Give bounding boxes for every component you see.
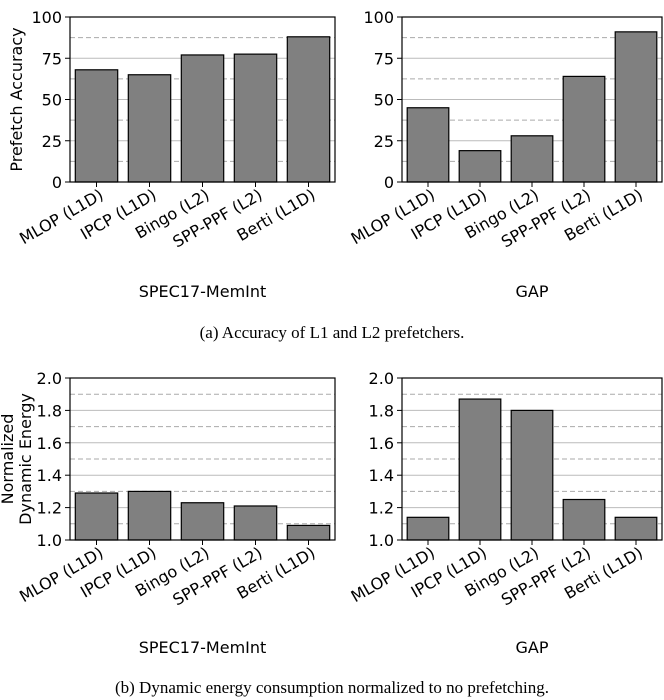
y-tick-label: 1.4 xyxy=(37,466,62,485)
y-tick-label: 50 xyxy=(374,91,394,110)
bar xyxy=(562,75,606,183)
bar xyxy=(180,54,225,183)
bar xyxy=(458,398,502,541)
y-tick-label: 1.2 xyxy=(369,499,394,518)
plot-frame xyxy=(401,377,663,541)
y-tick-label: 1.0 xyxy=(37,531,62,550)
y-tick-label: 1.6 xyxy=(37,434,62,453)
caption: (b) Dynamic energy consumption normalize… xyxy=(115,678,549,697)
bar xyxy=(233,53,278,183)
bar xyxy=(458,150,502,183)
bar xyxy=(233,505,278,541)
y-tick-label: 1.2 xyxy=(37,499,62,518)
bar xyxy=(74,69,119,183)
y-tick-label: 25 xyxy=(42,132,62,151)
plot-frame xyxy=(69,16,336,183)
plot-frame xyxy=(401,16,663,183)
x-axis-label: SPEC17-MemInt xyxy=(139,282,267,301)
bar xyxy=(127,74,172,183)
y-tick-label: 2.0 xyxy=(369,369,394,388)
y-tick-label: 100 xyxy=(31,8,62,27)
y-tick-label: 1.8 xyxy=(369,401,394,420)
bar xyxy=(562,498,606,541)
y-axis-label: Dynamic Energy xyxy=(16,393,35,525)
y-tick-label: 50 xyxy=(42,91,62,110)
caption: (a) Accuracy of L1 and L2 prefetchers. xyxy=(200,323,465,342)
y-tick-label: 1.6 xyxy=(369,434,394,453)
x-axis-label: GAP xyxy=(516,638,549,657)
y-tick-label: 25 xyxy=(374,132,394,151)
bar xyxy=(127,490,172,541)
y-axis-label: Prefetch Accuracy xyxy=(7,27,26,171)
bar xyxy=(286,36,331,183)
y-tick-label: 1.4 xyxy=(369,466,394,485)
bar xyxy=(614,516,658,541)
bar xyxy=(406,107,450,183)
bar xyxy=(74,492,119,541)
plot-frame xyxy=(69,377,336,541)
y-axis-label: Normalized xyxy=(0,414,17,505)
y-tick-label: 0 xyxy=(384,173,394,192)
y-tick-label: 75 xyxy=(42,49,62,68)
y-tick-label: 1.8 xyxy=(37,401,62,420)
y-tick-label: 1.0 xyxy=(369,531,394,550)
y-tick-label: 0 xyxy=(52,173,62,192)
bar xyxy=(510,135,554,183)
x-axis-label: SPEC17-MemInt xyxy=(139,638,267,657)
bar xyxy=(614,31,658,183)
bar xyxy=(406,516,450,541)
y-tick-label: 2.0 xyxy=(37,369,62,388)
y-tick-label: 75 xyxy=(374,49,394,68)
bar xyxy=(286,524,331,541)
y-tick-label: 100 xyxy=(363,8,394,27)
bar xyxy=(180,502,225,541)
bar xyxy=(510,409,554,541)
x-axis-label: GAP xyxy=(516,282,549,301)
